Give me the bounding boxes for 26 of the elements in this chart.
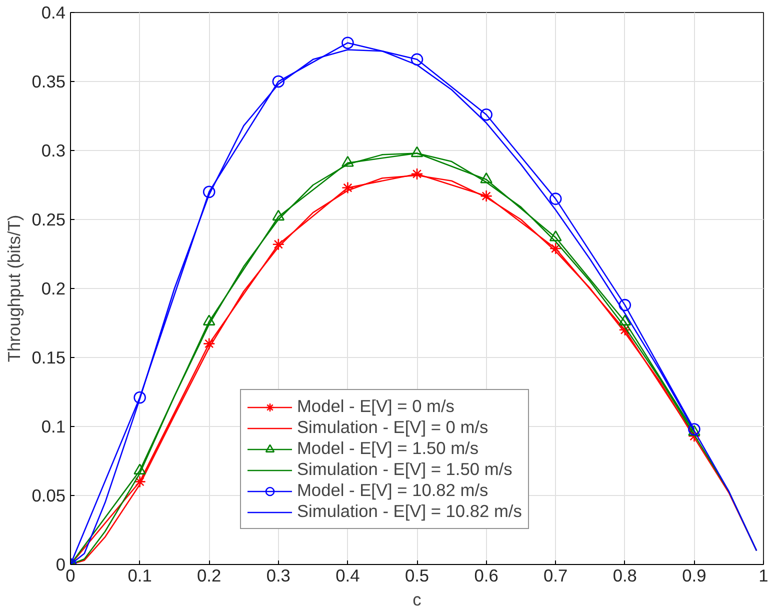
legend-label: Model - E[V] = 0 m/s [297, 396, 454, 417]
legend-label: Simulation - E[V] = 0 m/s [297, 417, 488, 438]
x-axis-title: c [412, 590, 422, 610]
x-tick-label: 0.4 [336, 566, 360, 586]
legend-label: Simulation - E[V] = 1.50 m/s [297, 459, 512, 480]
y-tick-label: 0.15 [32, 348, 66, 368]
x-tick-label: 0.1 [128, 566, 152, 586]
y-tick-label: 0.35 [32, 72, 66, 92]
x-tick-label: 0.8 [612, 566, 637, 586]
y-tick-label: 0.4 [41, 2, 66, 22]
x-tick-label: 0.7 [544, 566, 568, 586]
legend-label: Model - E[V] = 1.50 m/s [297, 438, 479, 459]
y-tick-label: 0.25 [32, 210, 66, 230]
x-tick-label: 0.9 [682, 566, 706, 586]
legend-label: Simulation - E[V] = 10.82 m/s [297, 501, 522, 522]
y-axis-title: Throughput (bits/T) [4, 214, 24, 362]
x-tick-label: 0.2 [197, 566, 222, 586]
y-tick-label: 0.3 [41, 140, 66, 160]
y-tick-label: 0.2 [41, 278, 66, 298]
x-tick-label: 0.3 [266, 566, 290, 586]
x-tick-label: 0.5 [404, 566, 430, 586]
y-tick-label: 0.05 [32, 486, 66, 506]
legend-label: Model - E[V] = 10.82 m/s [297, 480, 488, 501]
x-tick-label: 0.6 [474, 566, 498, 586]
y-tick-label: 0.1 [41, 416, 66, 436]
x-tick-label: 1 [758, 566, 768, 586]
